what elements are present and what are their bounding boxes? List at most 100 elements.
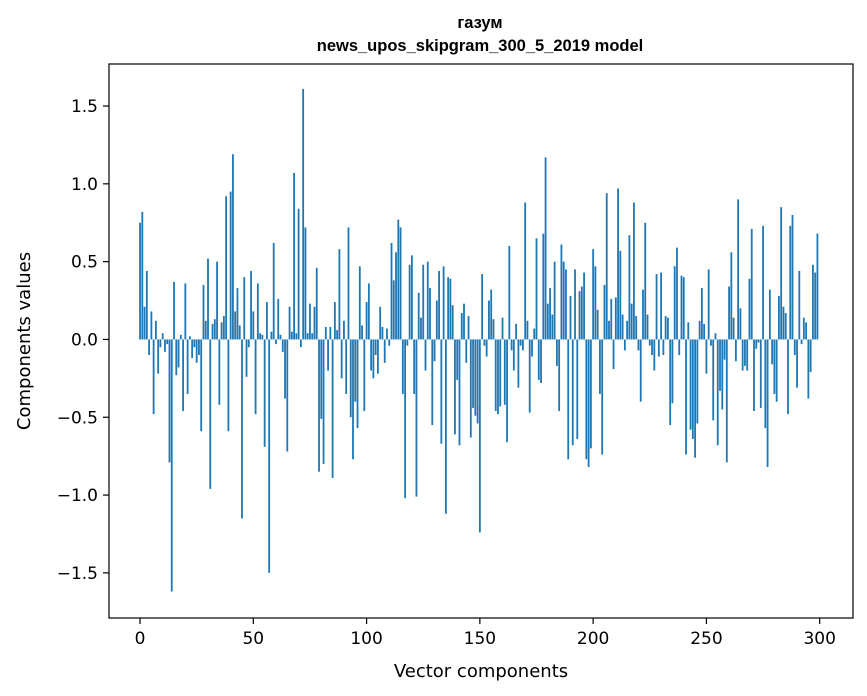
bar-22 (188, 336, 191, 340)
bar-107 (381, 326, 384, 340)
bar-52 (256, 283, 259, 340)
bar-161 (503, 339, 506, 405)
bar-225 (648, 339, 651, 346)
bar-56 (266, 302, 268, 340)
bar-30 (207, 258, 209, 340)
bar-14 (170, 339, 173, 592)
bar-185 (558, 339, 561, 412)
bar-230 (660, 272, 663, 340)
bar-212 (619, 250, 622, 340)
bar-208 (610, 298, 613, 340)
bar-43 (236, 288, 239, 340)
bar-108 (383, 339, 386, 363)
y-tick-label: −1.0 (57, 486, 98, 506)
bar-23 (191, 339, 194, 359)
bar-206 (605, 193, 608, 340)
bar-132 (438, 270, 440, 340)
bar-103 (372, 339, 375, 379)
bar-62 (279, 334, 282, 340)
bar-35 (218, 339, 221, 405)
bar-34 (216, 261, 218, 340)
bar-279 (771, 339, 774, 365)
bar-205 (603, 284, 606, 340)
bar-175 (535, 238, 538, 340)
bar-29 (204, 320, 207, 340)
bar-159 (499, 339, 502, 407)
bar-291 (798, 270, 801, 340)
bar-179 (544, 157, 547, 340)
bar-1 (141, 211, 144, 340)
bar-136 (447, 277, 450, 340)
bar-214 (623, 339, 626, 351)
bar-2 (143, 306, 146, 340)
bar-286 (787, 339, 789, 415)
bar-18 (179, 334, 182, 340)
bar-164 (510, 339, 513, 351)
bar-79 (318, 339, 320, 472)
bar-233 (667, 317, 669, 340)
bar-126 (424, 339, 427, 371)
bar-281 (775, 339, 778, 402)
bar-277 (766, 339, 769, 468)
bar-163 (508, 246, 511, 340)
plot-frame (108, 63, 854, 619)
bar-28 (202, 284, 205, 340)
bar-202 (596, 309, 599, 340)
bar-113 (395, 252, 397, 340)
bar-186 (560, 244, 563, 340)
bar-170 (524, 202, 527, 340)
bar-150 (478, 339, 481, 533)
bar-266 (741, 339, 744, 371)
bar-93 (349, 339, 352, 418)
bar-141 (458, 339, 461, 446)
bar-131 (435, 300, 438, 340)
bar-124 (420, 317, 422, 340)
bar-39 (227, 339, 230, 432)
bar-32 (211, 323, 214, 340)
bar-290 (796, 339, 798, 388)
bar-119 (408, 264, 411, 340)
bar-238 (678, 339, 681, 355)
bar-144 (465, 339, 468, 363)
bar-133 (440, 339, 443, 444)
bar-276 (764, 339, 767, 429)
bar-188 (565, 269, 567, 340)
bar-115 (399, 227, 402, 340)
bar-224 (646, 314, 649, 340)
bar-130 (433, 339, 436, 362)
bar-65 (286, 339, 289, 452)
bar-106 (379, 306, 382, 340)
bar-64 (284, 339, 286, 399)
bar-87 (336, 330, 339, 340)
bar-247 (698, 320, 701, 340)
bar-19 (182, 339, 184, 412)
bar-223 (644, 222, 647, 340)
bar-95 (354, 339, 357, 402)
bar-70 (297, 208, 300, 340)
bar-207 (608, 320, 610, 340)
bar-299 (816, 233, 819, 340)
bar-149 (476, 339, 479, 424)
bar-25 (195, 339, 198, 363)
bar-98 (361, 325, 363, 340)
bar-46 (243, 277, 246, 340)
bar-197 (585, 339, 588, 460)
bar-63 (281, 339, 284, 352)
bar-261 (730, 252, 733, 340)
bar-189 (567, 339, 570, 460)
bar-177 (540, 339, 542, 384)
bar-45 (241, 339, 243, 519)
bar-series (139, 88, 819, 592)
bar-21 (186, 339, 189, 394)
bar-275 (762, 225, 764, 340)
bar-217 (630, 303, 633, 340)
y-tick-label: 1.5 (71, 97, 98, 117)
bar-169 (522, 339, 524, 351)
bar-15 (173, 281, 175, 340)
bar-237 (676, 247, 678, 340)
bar-146 (469, 339, 472, 438)
bar-90 (343, 320, 345, 340)
bar-288 (791, 214, 794, 340)
bar-174 (533, 328, 536, 340)
bar-196 (583, 272, 585, 340)
